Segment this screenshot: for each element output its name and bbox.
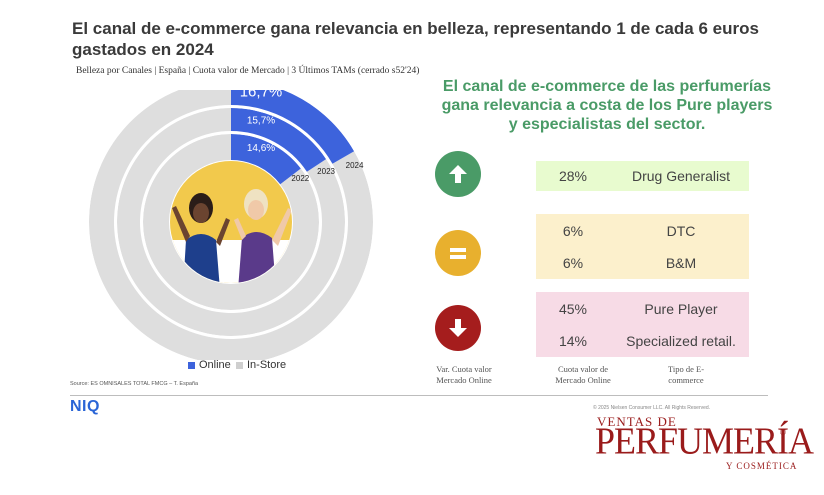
ring-separator	[114, 105, 348, 339]
legend-instore: In-Store	[236, 359, 286, 371]
legend-online: Online	[188, 359, 231, 371]
ring-year-2024: 2024	[346, 161, 364, 170]
chart-subtitle: Belleza por Canales | España | Cuota val…	[76, 66, 420, 76]
legend-label-instore: In-Store	[247, 359, 287, 371]
ring-separator	[88, 90, 376, 360]
legend-swatch-online	[188, 361, 195, 369]
ring-separator	[140, 131, 322, 313]
copyright: © 2025 Nielsen Consumer LLC. All Rights …	[593, 405, 711, 411]
row-pct: 28%	[558, 168, 588, 184]
box-increase: 28% Drug Generalist	[536, 161, 749, 191]
row-label: DTC	[666, 223, 696, 239]
legend-swatch-instore	[236, 361, 243, 369]
ring-online-2022	[231, 134, 301, 185]
equal-icon	[435, 230, 481, 276]
arrow-down-icon	[435, 305, 481, 351]
niq-logo: NIQ	[70, 398, 100, 415]
footer-tipo: Tipo de E- commerce	[667, 364, 705, 385]
logo-line1: VENTAS DE	[597, 414, 677, 429]
row-label: Specialized retail.	[626, 333, 736, 349]
ring-online-2023	[231, 108, 327, 172]
footer-var: Var. Cuota valor Mercado Online	[436, 364, 492, 385]
box-stable: 6% DTC 6% B&M	[536, 214, 749, 279]
ring-year-2023: 2023	[317, 167, 335, 176]
logo-registered: ®	[780, 428, 786, 437]
source-note: Source: ES OMNISALES TOTAL FMCG – T. Esp…	[70, 381, 199, 387]
value-label-2023: 15,7%	[247, 116, 275, 127]
legend-label-online: Online	[199, 359, 231, 371]
logo-line2: PERFUMERÍA	[595, 420, 814, 462]
row-pct: 14%	[558, 333, 588, 349]
row-label: Pure Player	[644, 301, 718, 317]
rings-layer	[88, 90, 376, 360]
row-pct: 45%	[558, 301, 588, 317]
box-decrease: 45% Pure Player 14% Specialized retail.	[536, 292, 749, 357]
footer-cuota: Cuota valor de Mercado Online	[555, 364, 611, 385]
page-title: El canal de e-commerce gana relevancia e…	[72, 19, 759, 59]
row-pct: 6%	[562, 223, 584, 239]
value-label-2024: 16,7%	[240, 90, 283, 101]
logo-line3: Y COSMÉTICA	[726, 461, 798, 471]
ring-instore-2022	[143, 134, 319, 310]
headline: El canal de e-commerce de las perfumería…	[441, 78, 773, 133]
radial-chart: 14,6% 2022 15,7% 2023 16,7% 2024	[88, 90, 376, 360]
arrow-up-icon	[435, 151, 481, 197]
ring-year-2022: 2022	[291, 174, 309, 183]
divider	[70, 395, 768, 396]
ring-online-2024	[231, 90, 355, 164]
row-pct: 6%	[562, 255, 584, 271]
value-label-2022: 14,6%	[247, 143, 275, 154]
row-label: Drug Generalist	[631, 168, 731, 184]
labels-layer: 14,6% 2022 15,7% 2023 16,7% 2024	[240, 90, 364, 183]
row-label: B&M	[665, 255, 697, 271]
